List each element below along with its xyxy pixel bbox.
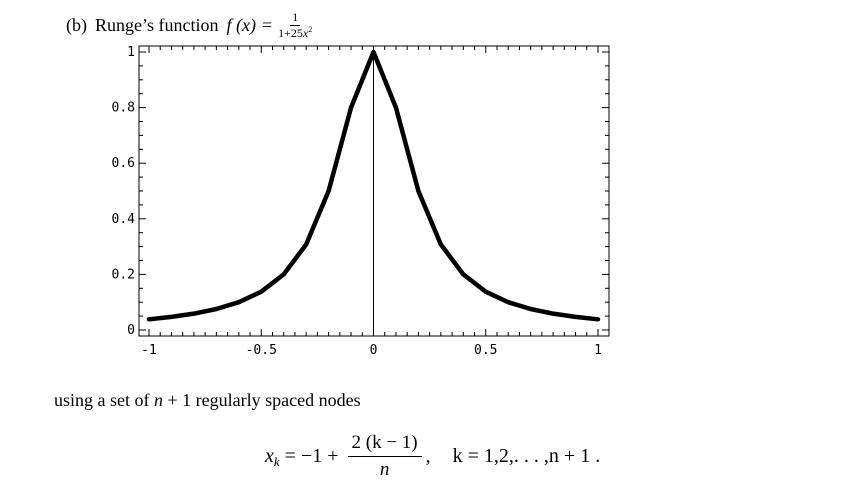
runge-curve-series-0 xyxy=(146,49,601,322)
formula-fraction: 2 (k − 1) n xyxy=(347,432,422,481)
formula-denominator: n xyxy=(379,458,390,480)
x-tick-label: -1 xyxy=(141,343,157,358)
tick-marks xyxy=(139,46,609,336)
formula-range: k = 1,2,. . . ,n + 1 . xyxy=(452,444,601,467)
caption-text: using a set of n + 1 regularly spaced no… xyxy=(54,390,361,410)
runge-function-plot: -1 -0.5 0 0.5 1 0 0.2 0.4 0.6 0.8 1 xyxy=(112,45,610,358)
y-tick-label: 0.4 xyxy=(112,212,136,227)
heading-label: (b) xyxy=(66,14,87,35)
formula-comma: , xyxy=(425,444,431,467)
y-tick-label: 0.8 xyxy=(112,101,135,116)
formula-numerator: 2 (k − 1) xyxy=(347,432,422,457)
y-tick-label: 1 xyxy=(127,45,135,60)
plot-marks xyxy=(146,46,601,336)
y-tick-label: 0 xyxy=(127,323,135,338)
equals-sign: = xyxy=(261,14,273,35)
chart-heading: (b) Runge’s function f (x) = 1 1+25x2 xyxy=(66,8,312,42)
function-fraction: 1 1+25x2 xyxy=(278,9,313,40)
formula-equals: = −1 + xyxy=(279,444,344,467)
fraction-denominator: 1+25x2 xyxy=(278,24,313,40)
y-tick-label: 0.2 xyxy=(112,267,135,282)
function-lhs: f (x) xyxy=(226,14,256,35)
x-tick-label: 0.5 xyxy=(474,343,497,358)
fraction-numerator: 1 xyxy=(290,9,301,26)
x-tick-label: -0.5 xyxy=(246,343,277,358)
tick-labels: -1 -0.5 0 0.5 1 0 0.2 0.4 0.6 0.8 1 xyxy=(112,45,602,358)
formula-subscript-k: k xyxy=(273,454,280,469)
x-tick-label: 1 xyxy=(594,343,602,358)
formula-x: x xyxy=(265,444,274,467)
heading-title: Runge’s function xyxy=(95,14,219,35)
x-tick-label: 0 xyxy=(370,343,378,358)
y-tick-label: 0.6 xyxy=(112,156,135,171)
caption-n: n xyxy=(153,390,163,410)
